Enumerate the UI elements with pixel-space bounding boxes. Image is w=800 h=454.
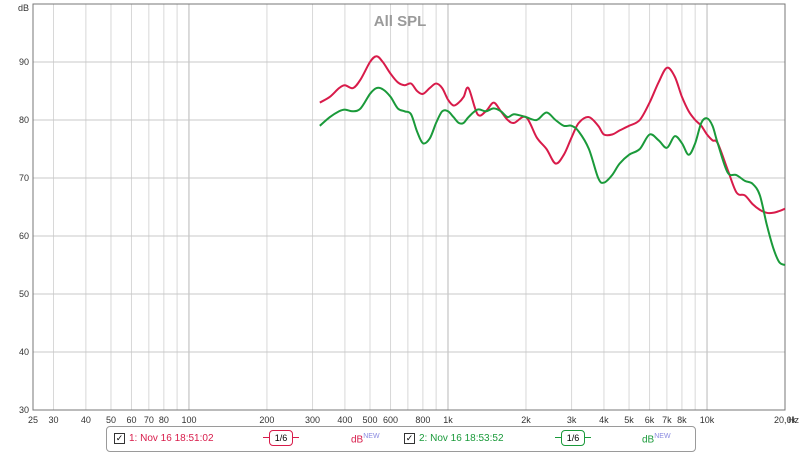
- x-tick-label: 7k: [662, 415, 672, 425]
- series-1-name[interactable]: 1: Nov 16 18:51:02: [129, 433, 214, 444]
- series-1-unit: dBNEW: [351, 433, 380, 446]
- series-2-unit: dBNEW: [642, 433, 671, 446]
- x-tick-label: 300: [305, 415, 320, 425]
- x-tick-label: 2k: [521, 415, 531, 425]
- x-tick-label: 6k: [645, 415, 655, 425]
- legend-entry-1: ✓ 1: Nov 16 18:51:02 1/6 dBNEW: [107, 427, 397, 451]
- x-tick-label: 40: [81, 415, 91, 425]
- x-tick-label: 60: [126, 415, 136, 425]
- series-1-line: [319, 55, 786, 215]
- plot-frame: [32, 3, 786, 411]
- legend-entry-2: ✓ 2: Nov 16 18:53:52 1/6 dBNEW: [397, 427, 693, 451]
- y-tick-label: 70: [19, 173, 29, 183]
- x-tick-label: 3k: [567, 415, 577, 425]
- x-tick-label: 70: [144, 415, 154, 425]
- chart-title: All SPL: [374, 13, 427, 30]
- y-unit-label: dB: [18, 3, 29, 13]
- series-2-name[interactable]: 2: Nov 16 18:53:52: [419, 433, 504, 444]
- x-tick-label: 500: [362, 415, 377, 425]
- series-2-smoothing-label: 1/6: [561, 430, 585, 446]
- y-tick-label: 60: [19, 231, 29, 241]
- x-tick-label: 200: [259, 415, 274, 425]
- x-tick-label: 4k: [599, 415, 609, 425]
- series-1-checkbox[interactable]: ✓: [114, 433, 125, 444]
- series-2-checkbox[interactable]: ✓: [404, 433, 415, 444]
- x-tick-label: 1k: [443, 415, 453, 425]
- y-tick-label: 40: [19, 347, 29, 357]
- x-tick-label: 800: [415, 415, 430, 425]
- x-tick-label: 8k: [677, 415, 687, 425]
- x-tick-label: 20,0k: [774, 415, 797, 425]
- x-tick-label: 100: [181, 415, 196, 425]
- x-tick-label: 80: [159, 415, 169, 425]
- x-tick-label: 50: [106, 415, 116, 425]
- series-2-line: [319, 86, 786, 266]
- y-tick-label: 30: [19, 405, 29, 415]
- x-tick-label: 30: [49, 415, 59, 425]
- x-tick-label: 400: [337, 415, 352, 425]
- y-tick-label: 50: [19, 289, 29, 299]
- x-tick-label: 25: [28, 415, 38, 425]
- legend: ✓ 1: Nov 16 18:51:02 1/6 dBNEW ✓ 2: Nov …: [106, 426, 696, 452]
- x-tick-label: 10k: [700, 415, 715, 425]
- x-tick-label: 600: [383, 415, 398, 425]
- x-unit-label: Hz: [788, 415, 799, 425]
- x-tick-label: 5k: [624, 415, 634, 425]
- y-tick-label: 80: [19, 115, 29, 125]
- series-1-smoothing-label: 1/6: [269, 430, 293, 446]
- series-lines: [319, 55, 786, 266]
- y-tick-label: 90: [19, 57, 29, 67]
